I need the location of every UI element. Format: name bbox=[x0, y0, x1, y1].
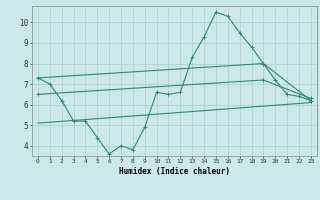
X-axis label: Humidex (Indice chaleur): Humidex (Indice chaleur) bbox=[119, 167, 230, 176]
